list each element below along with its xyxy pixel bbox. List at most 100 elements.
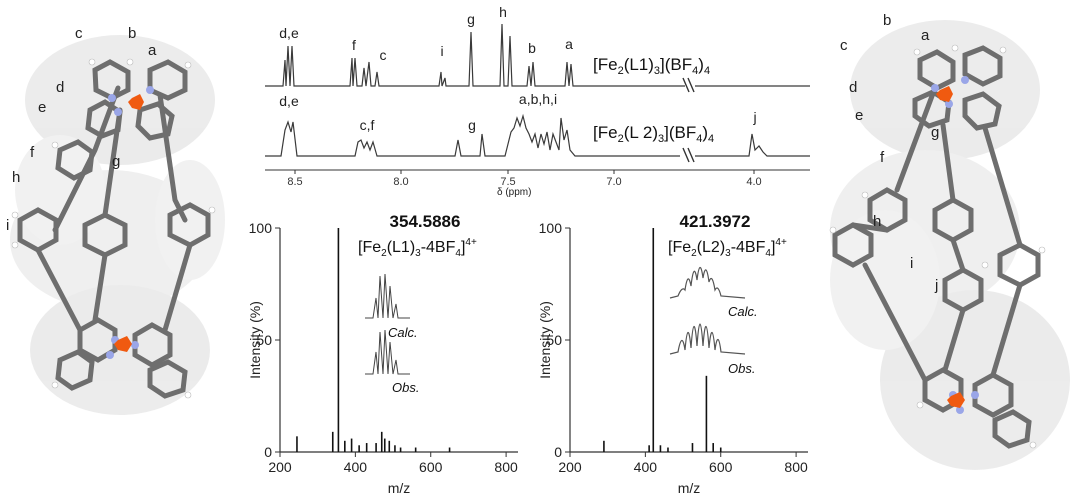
ms1-ytick-label-0: 0 [264, 444, 272, 460]
nmr1-compound-label: [Fe2(L1)3](BF4)4 [593, 55, 710, 77]
nmr1-peak-h: h [499, 4, 507, 20]
ms1-obs-pattern [365, 329, 410, 375]
label-a: a [148, 42, 157, 59]
nmr-trace-2 [265, 113, 680, 157]
nmr-trace-1 [265, 23, 685, 87]
ms1-xtick-label-400: 400 [344, 459, 368, 475]
right-iron-top [936, 86, 953, 102]
ms1-ion-label: [Fe2(L1)3-4BF4]4+ [358, 237, 477, 259]
label-h: h [12, 169, 20, 186]
nmr-spectra: 8.5 8.0 7.5 7.0 4.0 d,e f c i g h b a d,… [265, 4, 810, 185]
nmr-tick-8.0: 8.0 [393, 176, 408, 185]
left-space-fill-hull [10, 35, 225, 415]
nmr1-peak-c: c [380, 47, 387, 63]
nmr2-peak-labels: d,e c,f g a,b,h,i j [279, 91, 756, 133]
ms1-ytick-label-50: 50 [256, 332, 272, 348]
ms2-axes [569, 228, 808, 453]
right-atom-labels: a b c d e f g h i j [840, 12, 939, 294]
ms2-ytick-label-0: 0 [554, 444, 562, 460]
left-nitrogens [106, 86, 154, 359]
nmr2-peak-abhi: a,b,h,i [519, 91, 557, 107]
label-f: f [30, 144, 35, 161]
ms1-title: 354.5886 [390, 212, 461, 231]
left-atom-labels: a b c d e f g h i [6, 25, 157, 234]
label-i: i [910, 255, 913, 272]
nmr1-peak-de: d,e [279, 25, 299, 41]
ms2-xtick-label-800: 800 [784, 459, 808, 475]
label-g: g [112, 153, 120, 170]
label-i: i [6, 217, 9, 234]
ms2-obs-label: Obs. [728, 361, 755, 376]
left-iron-atoms [114, 94, 144, 352]
ms1-xtick-label-800: 800 [494, 459, 518, 475]
ms2-obs-pattern [669, 323, 746, 355]
right-iron-bottom [947, 392, 965, 408]
ms2-xtick-label-400: 400 [634, 459, 658, 475]
nmr-trace-2-b [695, 133, 810, 157]
label-a: a [921, 27, 930, 44]
nmr-tick-8.5: 8.5 [287, 176, 302, 185]
ms1-axes [279, 228, 518, 453]
nmr2-peak-g: g [468, 117, 476, 133]
nmr1-peak-labels: d,e f c i g h b a [279, 4, 573, 63]
ms2-xtick-label-200: 200 [558, 459, 582, 475]
label-e: e [855, 107, 863, 124]
ms1-ytick-label-100: 100 [249, 220, 273, 236]
ms2-ion-label: [Fe2(L2)3-4BF4]4+ [668, 237, 787, 259]
ms2-bars [603, 228, 722, 452]
label-c: c [75, 25, 83, 42]
ms2-ytick-label-50: 50 [546, 332, 562, 348]
right-hydrogens [829, 44, 1046, 449]
ms1-xtick-label-600: 600 [419, 459, 443, 475]
nmr2-peak-cf: c,f [360, 117, 375, 133]
ms2-xtick-label-600: 600 [709, 459, 733, 475]
ms2-ticks: 200 400 600 800 0 50 100 [539, 220, 808, 475]
ms1-obs-label: Obs. [392, 380, 419, 395]
label-b: b [128, 25, 136, 42]
nmr2-compound-label: [Fe2(L 2)3](BF4)4 [593, 123, 714, 145]
left-hydrogens [11, 58, 216, 399]
ms1-xtick-label-200: 200 [268, 459, 292, 475]
nmr1-peak-b: b [528, 40, 536, 56]
nmr2-peak-j: j [752, 109, 756, 125]
label-j: j [934, 277, 938, 294]
right-bonds [832, 45, 1041, 449]
ms2-calc-pattern [669, 266, 746, 299]
nmr-tick-7.5: 7.5 [500, 176, 515, 185]
ms1-bars [296, 228, 451, 452]
right-molecular-structure: a b c d e f g h i j [829, 12, 1070, 470]
nmr-tick-labels: 8.5 8.0 7.5 7.0 4.0 [287, 176, 761, 185]
ms1-calc-pattern [365, 273, 410, 319]
nmr2-peak-de: d,e [279, 93, 299, 109]
left-iron-top [128, 94, 144, 110]
ms2-ytick-label-100: 100 [539, 220, 563, 236]
axis-break [682, 77, 695, 163]
nmr1-peak-g: g [467, 11, 475, 27]
nmr-tick-marks [294, 170, 755, 174]
ms-chart-2: 200 400 600 800 0 50 100 421.3972 [Fe2(L2)3-4B… [537, 212, 808, 496]
nmr1-peak-a: a [565, 36, 573, 52]
ms1-ylabel: Intensity (%) [247, 301, 263, 379]
label-g: g [931, 124, 939, 141]
label-c: c [840, 37, 848, 54]
ms1-calc-label: Calc. [388, 325, 418, 340]
ms-chart-1: 200 400 600 800 0 50 100 354.5886 [Fe2(L1)3-4B… [247, 212, 518, 496]
ms2-title: 421.3972 [680, 212, 751, 231]
label-f: f [880, 149, 885, 166]
ms1-xlabel: m/z [388, 480, 411, 496]
ms1-ticks: 200 400 600 800 0 50 100 [249, 220, 518, 475]
label-d: d [849, 79, 857, 96]
nmr-tick-4.0: 4.0 [746, 176, 761, 185]
label-b: b [883, 12, 891, 29]
nmr1-peak-f: f [352, 37, 356, 53]
left-bonds [17, 59, 211, 399]
nmr-x-label: δ (ppm) [497, 187, 532, 198]
ms2-calc-label: Calc. [728, 304, 758, 319]
left-molecular-structure: a b c d e f g h i [6, 25, 225, 415]
left-iron-bottom [114, 336, 132, 352]
ms2-xlabel: m/z [678, 480, 701, 496]
nmr-tick-7.0: 7.0 [606, 176, 621, 185]
label-d: d [56, 79, 64, 96]
ms2-ylabel: Intensity (%) [537, 301, 553, 379]
right-iron-atoms [936, 86, 965, 408]
